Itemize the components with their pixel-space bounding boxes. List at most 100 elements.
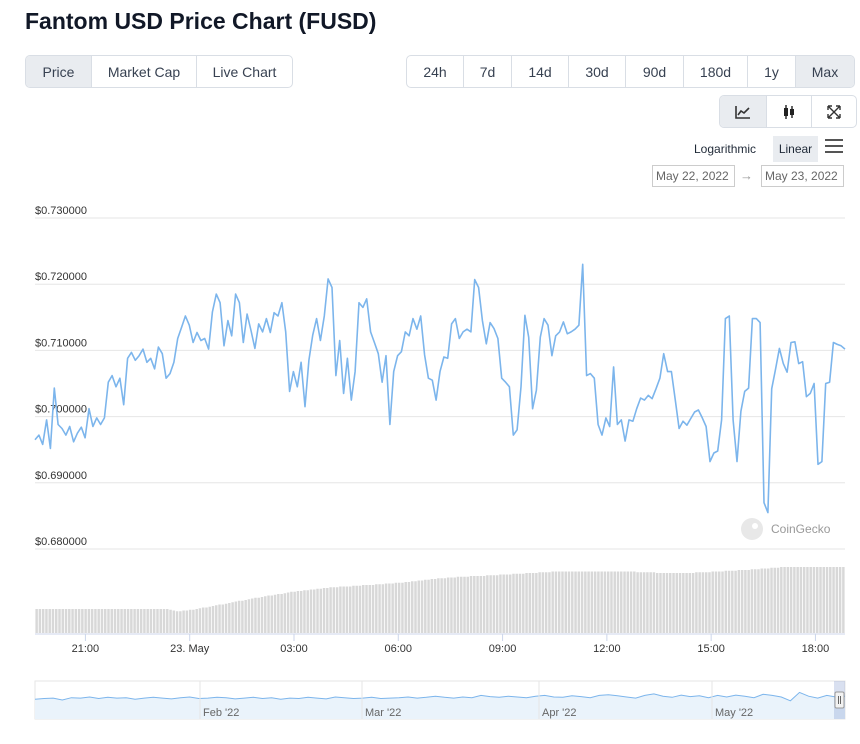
date-to-input[interactable]: May 23, 2022 [761,165,844,187]
volume-bar [306,590,309,633]
tab-market-cap[interactable]: Market Cap [92,56,197,87]
fullscreen-button[interactable] [812,96,856,127]
volume-bar [489,575,492,633]
linear-scale-button[interactable]: Linear [773,136,818,162]
navigator-label: Mar '22 [365,707,401,719]
volume-bar [375,584,378,633]
volume-bar [508,574,512,633]
volume-bar [136,609,140,633]
range-max-button[interactable]: Max [796,56,854,87]
volume-bar [655,573,659,633]
volume-bar [185,610,189,633]
volume-bar [237,600,241,633]
range-180d-button[interactable]: 180d [684,56,748,87]
volume-bar [495,575,499,633]
range-90d-button[interactable]: 90d [626,56,684,87]
volume-bar [345,586,349,633]
volume-bar [424,579,427,633]
range-1y-button[interactable]: 1y [748,56,796,87]
volume-bar [71,609,74,633]
volume-bar [744,570,747,633]
volume-bar [175,611,179,633]
volume-bar [64,609,68,633]
line-view-button[interactable] [720,96,767,127]
volume-bar [783,567,786,633]
volume-bar [296,591,300,633]
range-30d-button[interactable]: 30d [569,56,626,87]
volume-bar [221,604,225,633]
volume-bar [394,582,398,633]
candlestick-view-button[interactable] [767,96,812,127]
volume-bar [313,589,316,633]
volume-bar [74,609,78,633]
volume-bar [535,573,538,633]
volume-bar [205,607,208,633]
range-7d-button[interactable]: 7d [464,56,512,87]
volume-bar [277,594,280,633]
volume-bar [241,600,244,633]
range-24h-button[interactable]: 24h [407,56,464,87]
volume-bar [753,569,757,633]
coingecko-logo-eye [752,523,758,529]
hamburger-menu-icon[interactable] [825,139,843,155]
volume-bar [103,609,107,633]
volume-bar [110,609,113,633]
tab-price[interactable]: Price [26,56,92,87]
volume-bar [453,577,456,633]
volume-bar [842,567,845,633]
x-tick-label: 03:00 [280,643,308,655]
volume-bar [620,571,623,633]
range-14d-button[interactable]: 14d [512,56,569,87]
volume-bar [780,567,783,633]
y-tick-label: $0.730000 [35,205,87,217]
volume-bar [590,571,594,633]
volume-bar [166,609,169,633]
y-tick-label: $0.710000 [35,337,87,349]
volume-bar [580,571,584,633]
volume-bar [479,576,483,633]
volume-bar [195,609,198,633]
volume-bar [642,572,646,633]
volume-bar [437,578,440,633]
volume-bar [126,609,130,633]
x-tick-label: 12:00 [593,643,621,655]
navigator-handle[interactable] [834,691,845,709]
volume-bar [701,572,705,633]
volume-bar [211,606,215,633]
volume-bar [113,609,117,633]
volume-bar [812,567,816,633]
navigator-label: Apr '22 [542,707,577,719]
date-from-input[interactable]: May 22, 2022 [652,165,735,187]
volume-bar [554,571,558,633]
volume-bar [41,609,45,633]
volume-bar [215,605,218,633]
y-tick-label: $0.680000 [35,536,87,548]
volume-bar [835,567,839,633]
volume-bar [531,573,535,633]
volume-bar [672,573,675,633]
volume-bar [322,588,326,633]
logarithmic-scale-button[interactable]: Logarithmic [694,142,757,156]
tab-live-chart[interactable]: Live Chart [212,63,277,80]
volume-bar [502,574,505,633]
volume-bar [633,571,636,633]
volume-bar [623,571,626,633]
volume-bar [522,573,525,633]
volume-bar [401,582,404,633]
line-chart-icon [735,105,750,119]
volume-bar [750,569,754,633]
volume-bar [711,571,714,633]
volume-bar [721,571,724,633]
volume-bar [319,588,323,633]
y-tick-label: $0.700000 [35,404,87,416]
chart-type-tabs: Price Market Cap Live Chart [25,55,293,88]
fullscreen-icon [827,104,841,119]
volume-bar [159,609,162,633]
volume-bar [94,609,97,633]
volume-bar [571,571,574,633]
volume-bar [597,571,600,633]
volume-bar [825,567,829,633]
volume-bar [718,571,721,633]
volume-bar [188,609,192,633]
volume-bar [182,610,185,633]
